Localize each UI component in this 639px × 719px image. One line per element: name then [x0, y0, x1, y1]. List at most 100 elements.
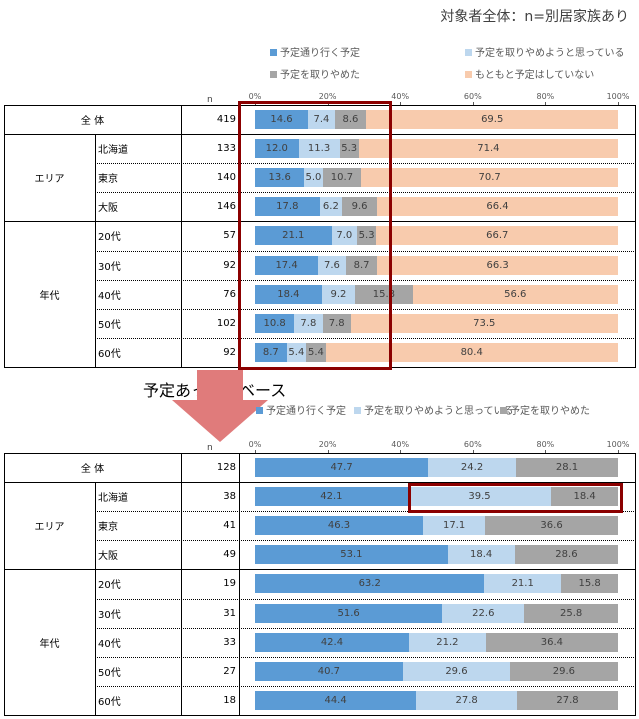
bar-segment: 5.3 [339, 139, 359, 159]
row-label: 50代 [98, 319, 121, 331]
x-tick-label: 0% [248, 440, 262, 449]
bar-segment: 42.4 [255, 632, 409, 652]
n-value: 49 [223, 549, 236, 561]
bar-segment: 11.3 [298, 139, 340, 159]
bar-segment: 40.7 [255, 661, 403, 681]
bar-segment: 12.0 [255, 139, 299, 159]
x-tick-mark [255, 450, 256, 453]
bar-segment: 9.2 [321, 284, 356, 304]
legend-label: 予定を取りやめた [510, 406, 590, 417]
row-divider [95, 279, 636, 281]
legend-label: 予定を取りやめようと思っている [475, 48, 625, 59]
group-label: 全 体 [80, 116, 105, 128]
bar-segment: 36.4 [485, 632, 618, 652]
bar-segment: 29.6 [510, 661, 618, 681]
row-divider [95, 250, 636, 252]
x-tick-mark [400, 450, 402, 453]
row-label: 60代 [98, 348, 121, 360]
highlight-box [238, 101, 392, 370]
data-table [4, 453, 636, 716]
bar-segment: 7.6 [318, 255, 346, 275]
table-divider [95, 134, 96, 222]
bar-segment: 70.7 [361, 168, 618, 188]
x-tick-label: 20% [318, 440, 337, 449]
x-tick-label: 20% [318, 92, 337, 101]
group-divider [4, 134, 636, 136]
legend-item: 予定通り行く予定 [270, 44, 360, 59]
bar-segment: 51.6 [255, 603, 443, 623]
row-divider [95, 685, 636, 687]
x-tick-mark [400, 102, 402, 105]
group-label: 全 体 [80, 464, 105, 476]
n-column-header: n [207, 95, 213, 105]
bar-segment: 53.1 [255, 545, 448, 565]
n-value: 27 [223, 665, 236, 677]
legend-item: 予定通り行く予定 [256, 402, 346, 417]
bar-segment: 21.1 [255, 226, 332, 246]
row-divider [95, 163, 636, 165]
bar-segment: 39.5 [407, 487, 552, 507]
x-tick-mark [327, 450, 329, 453]
bar-segment: 5.3 [357, 226, 377, 246]
bar-segment: 56.6 [412, 284, 618, 304]
bar-segment: 7.8 [322, 313, 351, 333]
x-tick-label: 60% [463, 92, 482, 101]
x-tick-label: 80% [536, 92, 555, 101]
chart-subtitle: 対象者全体：n=別居家族あり [440, 9, 629, 25]
legend-item: 予定を取りやめようと思っている [465, 44, 625, 59]
bar-segment: 8.6 [334, 110, 367, 130]
legend-swatch-icon [256, 407, 263, 414]
x-tick-mark [618, 102, 619, 105]
bar-segment: 7.8 [294, 313, 323, 333]
bar-segment: 24.2 [428, 458, 516, 478]
x-tick-label: 80% [536, 440, 555, 449]
legend-label: 予定を取りやめようと思っている [364, 406, 514, 417]
table-divider [239, 453, 240, 715]
bar-segment: 17.4 [255, 255, 319, 275]
x-tick-mark [545, 450, 547, 453]
group-divider [4, 482, 636, 484]
bar-segment: 8.7 [255, 342, 287, 362]
bar-segment: 66.4 [376, 197, 618, 217]
row-divider [95, 540, 636, 542]
n-column-header: n [207, 443, 213, 453]
legend-label: 予定通り行く予定 [280, 48, 360, 59]
bar-segment: 22.6 [442, 603, 525, 623]
bar-segment: 5.4 [286, 342, 307, 362]
bar-segment: 7.4 [307, 110, 335, 130]
group-label: エリア [34, 174, 65, 186]
bar-segment: 27.8 [416, 690, 518, 710]
row-label: 40代 [98, 290, 121, 302]
row-label: 30代 [98, 261, 121, 273]
legend-swatch-icon [270, 49, 277, 56]
legend-item: 予定を取りやめようと思っている [354, 402, 514, 417]
bar-segment: 6.2 [319, 197, 343, 217]
legend-swatch-icon [354, 407, 361, 414]
bar-segment: 17.1 [423, 516, 486, 536]
x-tick-mark [545, 102, 547, 105]
bar-segment: 21.2 [408, 632, 486, 652]
group-label: 年代 [39, 638, 60, 650]
n-value: 128 [216, 462, 236, 474]
n-value: 419 [216, 114, 236, 126]
bar-segment: 5.0 [304, 168, 323, 188]
n-value: 76 [223, 288, 236, 300]
table-divider [95, 569, 96, 715]
row-label: 20代 [98, 232, 121, 244]
n-value: 31 [223, 607, 236, 619]
n-value: 41 [223, 520, 236, 532]
bar-segment: 27.8 [517, 690, 618, 710]
bar-segment: 71.4 [358, 139, 618, 159]
bar-segment: 14.6 [255, 110, 308, 130]
row-divider [95, 656, 636, 658]
row-divider [95, 192, 636, 194]
n-value: 140 [216, 172, 236, 184]
bar-segment: 13.6 [255, 168, 305, 188]
bar-segment: 28.1 [515, 458, 618, 478]
x-tick-label: 100% [606, 92, 630, 101]
legend-label: もともと予定はしていない [475, 70, 595, 81]
table-divider [181, 105, 182, 367]
legend-label: 予定通り行く予定 [266, 406, 346, 417]
bar-segment: 9.6 [342, 197, 377, 217]
highlight-box [408, 483, 623, 514]
